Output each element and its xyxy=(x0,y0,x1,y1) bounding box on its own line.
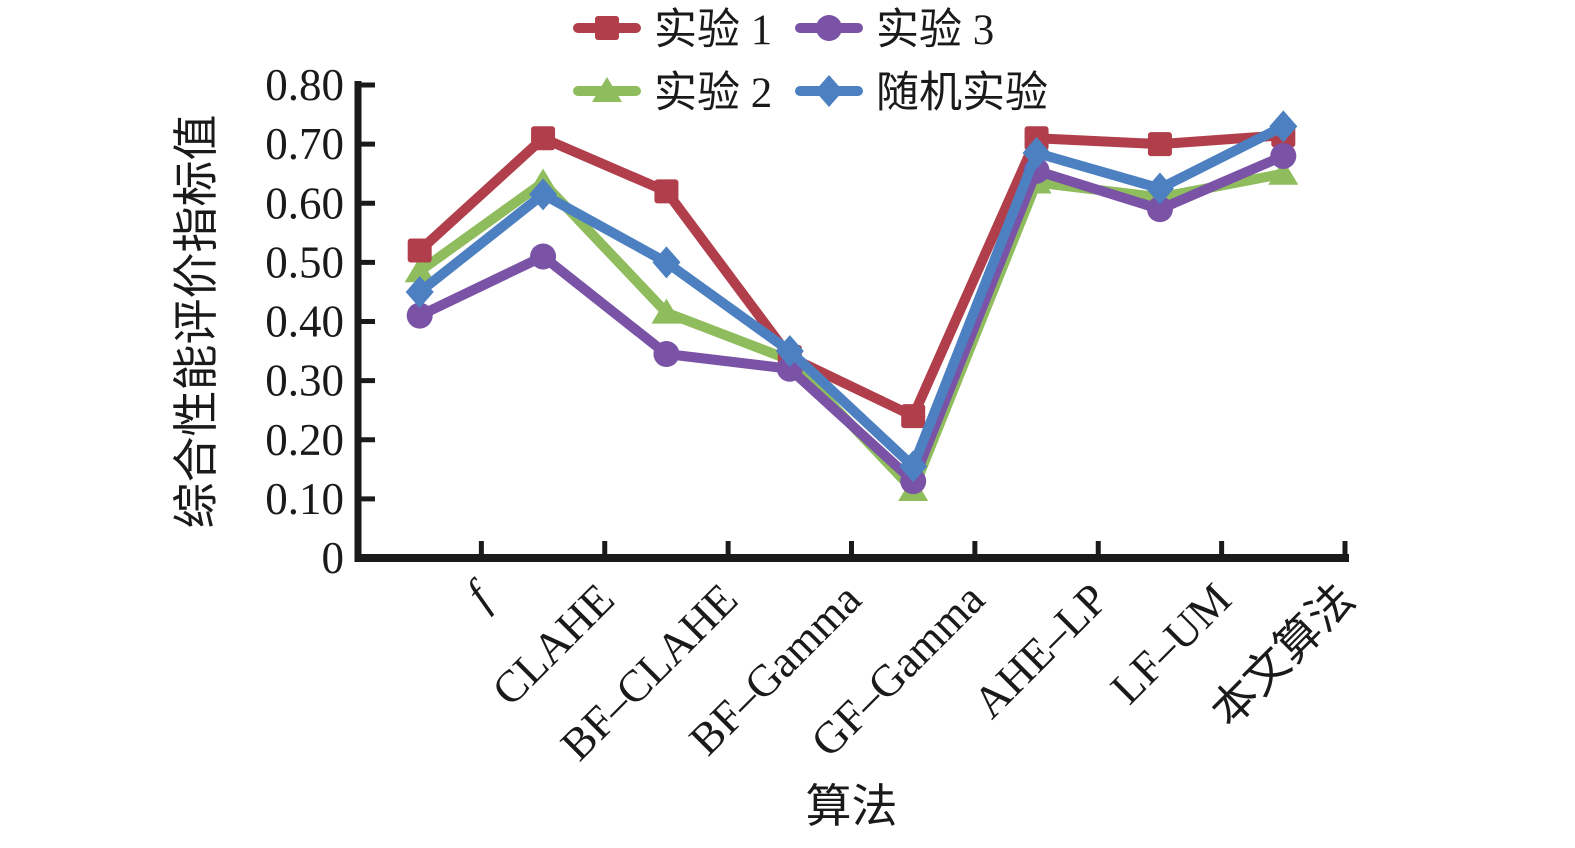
y-tick-label: 0.60 xyxy=(265,178,344,228)
legend xyxy=(573,15,863,107)
legend-item xyxy=(573,16,641,40)
y-tick-label: 0.10 xyxy=(265,474,344,524)
circle-marker-icon xyxy=(1146,196,1173,223)
diamond-marker-icon xyxy=(815,75,843,107)
y-tick-label: 0.70 xyxy=(265,119,344,169)
square-marker-icon xyxy=(595,16,619,40)
diamond-marker-icon xyxy=(529,178,558,211)
diamond-marker-icon xyxy=(1145,172,1174,205)
y-axis-title: 综合性能评价指标值 xyxy=(171,115,222,529)
square-marker-icon xyxy=(654,179,679,204)
diamond-marker-icon xyxy=(405,275,434,308)
diamond-marker-icon xyxy=(899,450,928,483)
y-tick-label: 0.20 xyxy=(265,415,344,465)
circle-marker-icon xyxy=(530,243,557,270)
circle-marker-icon xyxy=(816,15,842,41)
triangle-marker-icon xyxy=(404,257,435,283)
square-marker-icon xyxy=(901,404,926,429)
x-category-label: AHE–LP xyxy=(964,574,1118,728)
y-tick-label: 0.30 xyxy=(265,356,344,406)
square-marker-icon xyxy=(531,126,556,151)
diamond-marker-icon xyxy=(1269,110,1298,143)
square-marker-icon xyxy=(1147,132,1172,157)
x-axis-title: 算法 xyxy=(806,781,898,832)
triangle-marker-icon xyxy=(651,298,682,324)
series-line xyxy=(414,150,1289,487)
triangle-marker-icon xyxy=(1268,159,1299,185)
circle-marker-icon xyxy=(406,302,433,329)
legend-item xyxy=(795,75,863,107)
y-tick-label: 0.50 xyxy=(265,237,344,287)
legend-label: 实验 3 xyxy=(876,6,994,54)
legend-label: 随机实验 xyxy=(876,69,1048,117)
triangle-marker-icon xyxy=(592,77,622,102)
series-diamond xyxy=(405,110,1298,483)
series-circle xyxy=(406,142,1297,495)
circle-marker-icon xyxy=(653,341,680,368)
y-tick-label: 0.40 xyxy=(265,297,344,347)
legend-item xyxy=(573,77,641,102)
series-line xyxy=(414,130,1289,422)
legend-label: 实验 1 xyxy=(654,6,772,54)
diamond-marker-icon xyxy=(775,335,804,368)
diamond-marker-icon xyxy=(1022,136,1051,169)
x-category-label: f xyxy=(456,570,504,618)
series-line xyxy=(414,168,1289,496)
series-line xyxy=(414,121,1289,472)
legend-label: 实验 2 xyxy=(654,69,772,117)
y-tick-label: 0.80 xyxy=(265,60,344,110)
diamond-marker-icon xyxy=(652,246,681,279)
y-tick-label: 0 xyxy=(322,533,345,583)
series-square xyxy=(407,123,1296,429)
legend-item xyxy=(795,15,863,41)
circle-marker-icon xyxy=(1270,142,1297,169)
square-marker-icon xyxy=(407,238,432,263)
